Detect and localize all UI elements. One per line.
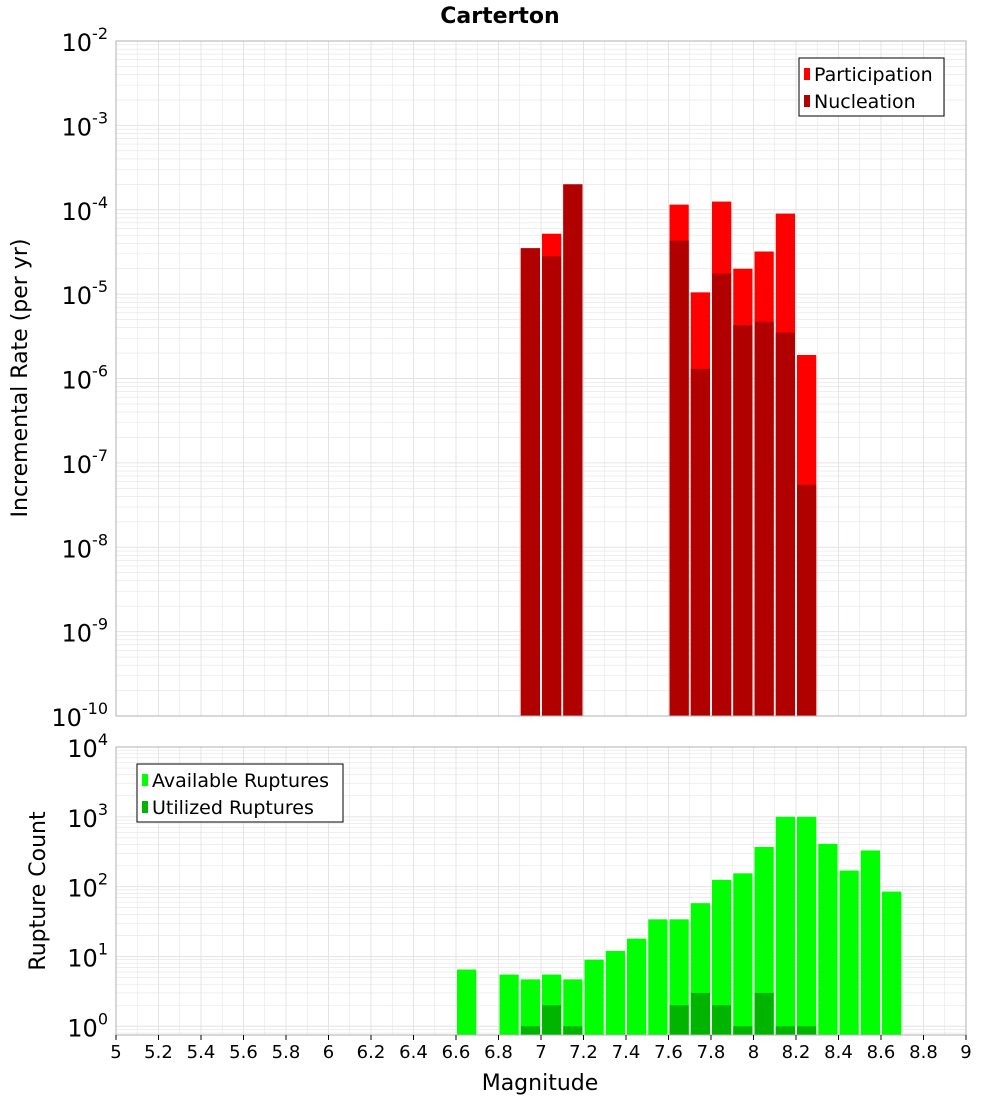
chart-title: Carterton bbox=[440, 4, 559, 29]
bar-available-ruptures bbox=[754, 846, 774, 1035]
legend: Available Ruptures Utilized Ruptures bbox=[136, 763, 344, 823]
bar-utilized-ruptures bbox=[542, 1005, 562, 1035]
legend-label: Nucleation bbox=[814, 91, 916, 113]
legend-label: Utilized Ruptures bbox=[152, 797, 314, 819]
bar-utilized-ruptures bbox=[733, 1026, 753, 1035]
bar-nucleation bbox=[690, 368, 710, 716]
bar-available-ruptures bbox=[605, 950, 625, 1035]
x-tick-label: 6.4 bbox=[399, 1042, 428, 1063]
x-tick-label: 5.2 bbox=[144, 1042, 173, 1063]
top-y-axis-label: Incremental Rate (per yr) bbox=[8, 239, 33, 518]
bar-available-ruptures bbox=[818, 843, 838, 1035]
bar-utilized-ruptures bbox=[797, 1026, 817, 1035]
bar-available-ruptures bbox=[648, 919, 668, 1035]
legend-swatch bbox=[804, 95, 810, 107]
y-tick-label: 102 bbox=[67, 870, 108, 903]
bar-nucleation bbox=[712, 273, 732, 716]
x-tick-label: 7 bbox=[535, 1042, 546, 1063]
legend-swatch bbox=[142, 774, 148, 786]
y-tick-label: 10-10 bbox=[51, 699, 108, 732]
legend-box bbox=[798, 57, 945, 117]
bar-nucleation bbox=[733, 325, 753, 716]
legend-swatch bbox=[142, 801, 148, 813]
x-tick-label: 6.6 bbox=[442, 1042, 471, 1063]
x-axis-label: Magnitude bbox=[482, 1071, 599, 1096]
legend: Participation Nucleation bbox=[798, 57, 945, 117]
y-tick-label: 100 bbox=[67, 1009, 108, 1042]
panel-rate: 10-10 10-9 10-8 10-7 10-6 10-5 10-4 10-3 10-2 Par… bbox=[51, 24, 967, 732]
legend-label: Available Ruptures bbox=[152, 770, 329, 792]
bar-utilized-ruptures bbox=[669, 1005, 689, 1035]
y-tick-label: 103 bbox=[67, 800, 108, 833]
x-tick-label: 8.8 bbox=[909, 1042, 938, 1063]
y-tick-label: 101 bbox=[67, 939, 108, 972]
bar-available-ruptures bbox=[520, 979, 540, 1035]
x-tick-label: 7.6 bbox=[654, 1042, 683, 1063]
legend-label: Participation bbox=[814, 64, 933, 86]
bar-available-ruptures bbox=[584, 959, 604, 1035]
bar-available-ruptures bbox=[712, 879, 732, 1035]
bar-nucleation bbox=[563, 184, 583, 717]
bar-nucleation bbox=[775, 332, 795, 716]
x-tick-label: 5 bbox=[110, 1042, 121, 1063]
x-tick-label: 6 bbox=[323, 1042, 334, 1063]
bar-utilized-ruptures bbox=[520, 1026, 540, 1035]
x-tick-label: 6.2 bbox=[357, 1042, 386, 1063]
y-tick-label: 10-4 bbox=[62, 193, 109, 226]
x-axis-ticks: 5 5.2 5.4 5.6 5.8 6 6.2 6.4 6.6 6.8 7 7.2 7.4 7.6 7.8 8… bbox=[110, 1035, 972, 1063]
y-tick-label: 10-3 bbox=[62, 108, 109, 141]
bar-available-ruptures bbox=[839, 870, 859, 1035]
x-tick-label: 8.6 bbox=[867, 1042, 896, 1063]
bar-utilized-ruptures bbox=[690, 992, 710, 1035]
y-tick-label: 10-6 bbox=[62, 362, 109, 395]
legend-swatch bbox=[804, 68, 810, 80]
bar-available-ruptures bbox=[627, 938, 647, 1035]
bar-available-ruptures bbox=[733, 873, 753, 1035]
bar-available-ruptures bbox=[882, 891, 902, 1035]
bar-utilized-ruptures bbox=[754, 992, 774, 1035]
x-tick-label: 9 bbox=[960, 1042, 971, 1063]
y-tick-label: 10-8 bbox=[62, 530, 109, 563]
x-tick-label: 5.6 bbox=[229, 1042, 258, 1063]
bar-nucleation bbox=[797, 484, 817, 716]
bar-available-ruptures bbox=[797, 816, 817, 1035]
y-tick-label: 10-9 bbox=[62, 615, 109, 648]
bar-available-ruptures bbox=[563, 979, 583, 1035]
x-tick-label: 8.4 bbox=[824, 1042, 853, 1063]
y-tick-label: 10-5 bbox=[62, 277, 109, 310]
bar-nucleation bbox=[754, 321, 774, 716]
x-tick-label: 6.8 bbox=[484, 1042, 513, 1063]
bar-nucleation bbox=[542, 256, 562, 716]
bar-available-ruptures bbox=[457, 969, 477, 1035]
x-tick-label: 5.4 bbox=[187, 1042, 216, 1063]
x-tick-label: 8.2 bbox=[782, 1042, 811, 1063]
panel-count: 100 101 102 103 104 Available Ruptures Utilize… bbox=[67, 730, 967, 1042]
x-tick-label: 8 bbox=[748, 1042, 759, 1063]
bar-available-ruptures bbox=[499, 974, 519, 1035]
x-tick-label: 7.4 bbox=[612, 1042, 641, 1063]
bar-available-ruptures bbox=[860, 850, 880, 1035]
x-tick-label: 5.8 bbox=[272, 1042, 301, 1063]
bar-utilized-ruptures bbox=[563, 1026, 583, 1035]
bar-nucleation bbox=[669, 240, 689, 717]
bar-utilized-ruptures bbox=[712, 1005, 732, 1035]
x-tick-label: 7.2 bbox=[569, 1042, 598, 1063]
bar-nucleation bbox=[520, 248, 540, 717]
bar-utilized-ruptures bbox=[775, 1026, 795, 1035]
bottom-y-axis-label: Rupture Count bbox=[26, 811, 51, 971]
legend-box bbox=[136, 763, 344, 823]
plot-frame bbox=[115, 40, 967, 717]
x-tick-label: 7.8 bbox=[697, 1042, 726, 1063]
bar-available-ruptures bbox=[775, 816, 795, 1035]
y-tick-label: 10-2 bbox=[62, 24, 109, 57]
y-tick-label: 10-7 bbox=[62, 446, 109, 479]
y-tick-label: 104 bbox=[67, 730, 108, 763]
